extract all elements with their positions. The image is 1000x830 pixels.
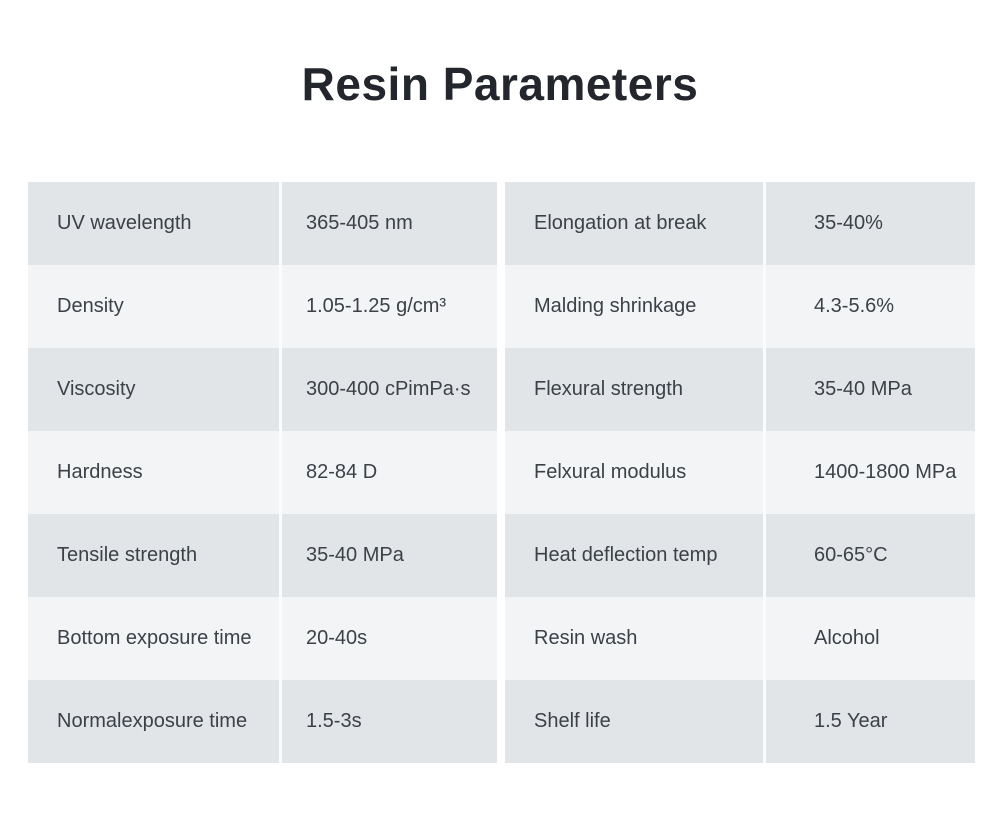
table-row: Shelf life 1.5 Year [505, 680, 975, 763]
column-divider [763, 597, 766, 680]
param-label: Tensile strength [57, 544, 198, 566]
spec-table-right: Elongation at break 35-40% Malding shrinka… [505, 182, 975, 763]
param-label: Elongation at break [534, 212, 707, 234]
param-value: 20-40s [306, 627, 368, 649]
table-row: Tensile strength 35-40 MPa [28, 514, 497, 597]
param-label: Viscosity [57, 378, 136, 400]
param-label: Felxural modulus [534, 461, 687, 483]
param-value: 82-84 D [306, 461, 378, 483]
param-value: 1.5-3s [306, 710, 362, 732]
table-row: Hardness 82-84 D [28, 431, 497, 514]
param-label: Hardness [57, 461, 143, 483]
param-value: 365-405 nm [306, 212, 413, 234]
column-divider [279, 597, 282, 680]
column-divider [763, 348, 766, 431]
param-label: Bottom exposure time [57, 627, 252, 649]
table-row: Bottom exposure time 20-40s [28, 597, 497, 680]
table-row: Felxural modulus 1400-1800 MPa [505, 431, 975, 514]
param-label: Malding shrinkage [534, 295, 697, 317]
parameters-tables: UV wavelength 365-405 nm Density 1.05-1.25 … [28, 182, 975, 763]
column-divider [279, 431, 282, 514]
param-label: Heat deflection temp [534, 544, 718, 566]
table-row: Elongation at break 35-40% [505, 182, 975, 265]
param-value: 35-40 MPa [814, 378, 912, 400]
column-divider [763, 680, 766, 763]
table-row: Malding shrinkage 4.3-5.6% [505, 265, 975, 348]
column-divider [763, 182, 766, 265]
param-value: 1400-1800 MPa [814, 461, 957, 483]
table-row: Normalexposure time 1.5-3s [28, 680, 497, 763]
param-value: 1.5 Year [814, 710, 888, 732]
param-label: Shelf life [534, 710, 611, 732]
param-value: 35-40 MPa [306, 544, 404, 566]
param-label: UV wavelength [57, 212, 192, 234]
column-divider [279, 182, 282, 265]
param-label: Flexural strength [534, 378, 683, 400]
param-value: Alcohol [814, 627, 880, 649]
table-row: Viscosity 300-400 cPimPa·s [28, 348, 497, 431]
param-label: Normalexposure time [57, 710, 248, 732]
table-row: UV wavelength 365-405 nm [28, 182, 497, 265]
param-label: Density [57, 295, 124, 317]
table-row: Resin wash Alcohol [505, 597, 975, 680]
table-row: Flexural strength 35-40 MPa [505, 348, 975, 431]
param-value: 60-65°C [814, 544, 888, 566]
column-divider [763, 265, 766, 348]
column-divider [763, 431, 766, 514]
page-title: Resin Parameters [301, 58, 699, 110]
column-divider [763, 514, 766, 597]
param-value: 35-40% [814, 212, 883, 234]
column-divider [279, 514, 282, 597]
param-value: 4.3-5.6% [814, 295, 895, 317]
param-value: 1.05-1.25 g/cm³ [306, 295, 447, 317]
column-divider [279, 680, 282, 763]
table-row: Heat deflection temp 60-65°C [505, 514, 975, 597]
table-row: Density 1.05-1.25 g/cm³ [28, 265, 497, 348]
spec-table-left: UV wavelength 365-405 nm Density 1.05-1.25 … [28, 182, 497, 763]
param-label: Resin wash [534, 627, 638, 649]
column-divider [279, 265, 282, 348]
param-value: 300-400 cPimPa·s [306, 378, 471, 400]
column-divider [279, 348, 282, 431]
